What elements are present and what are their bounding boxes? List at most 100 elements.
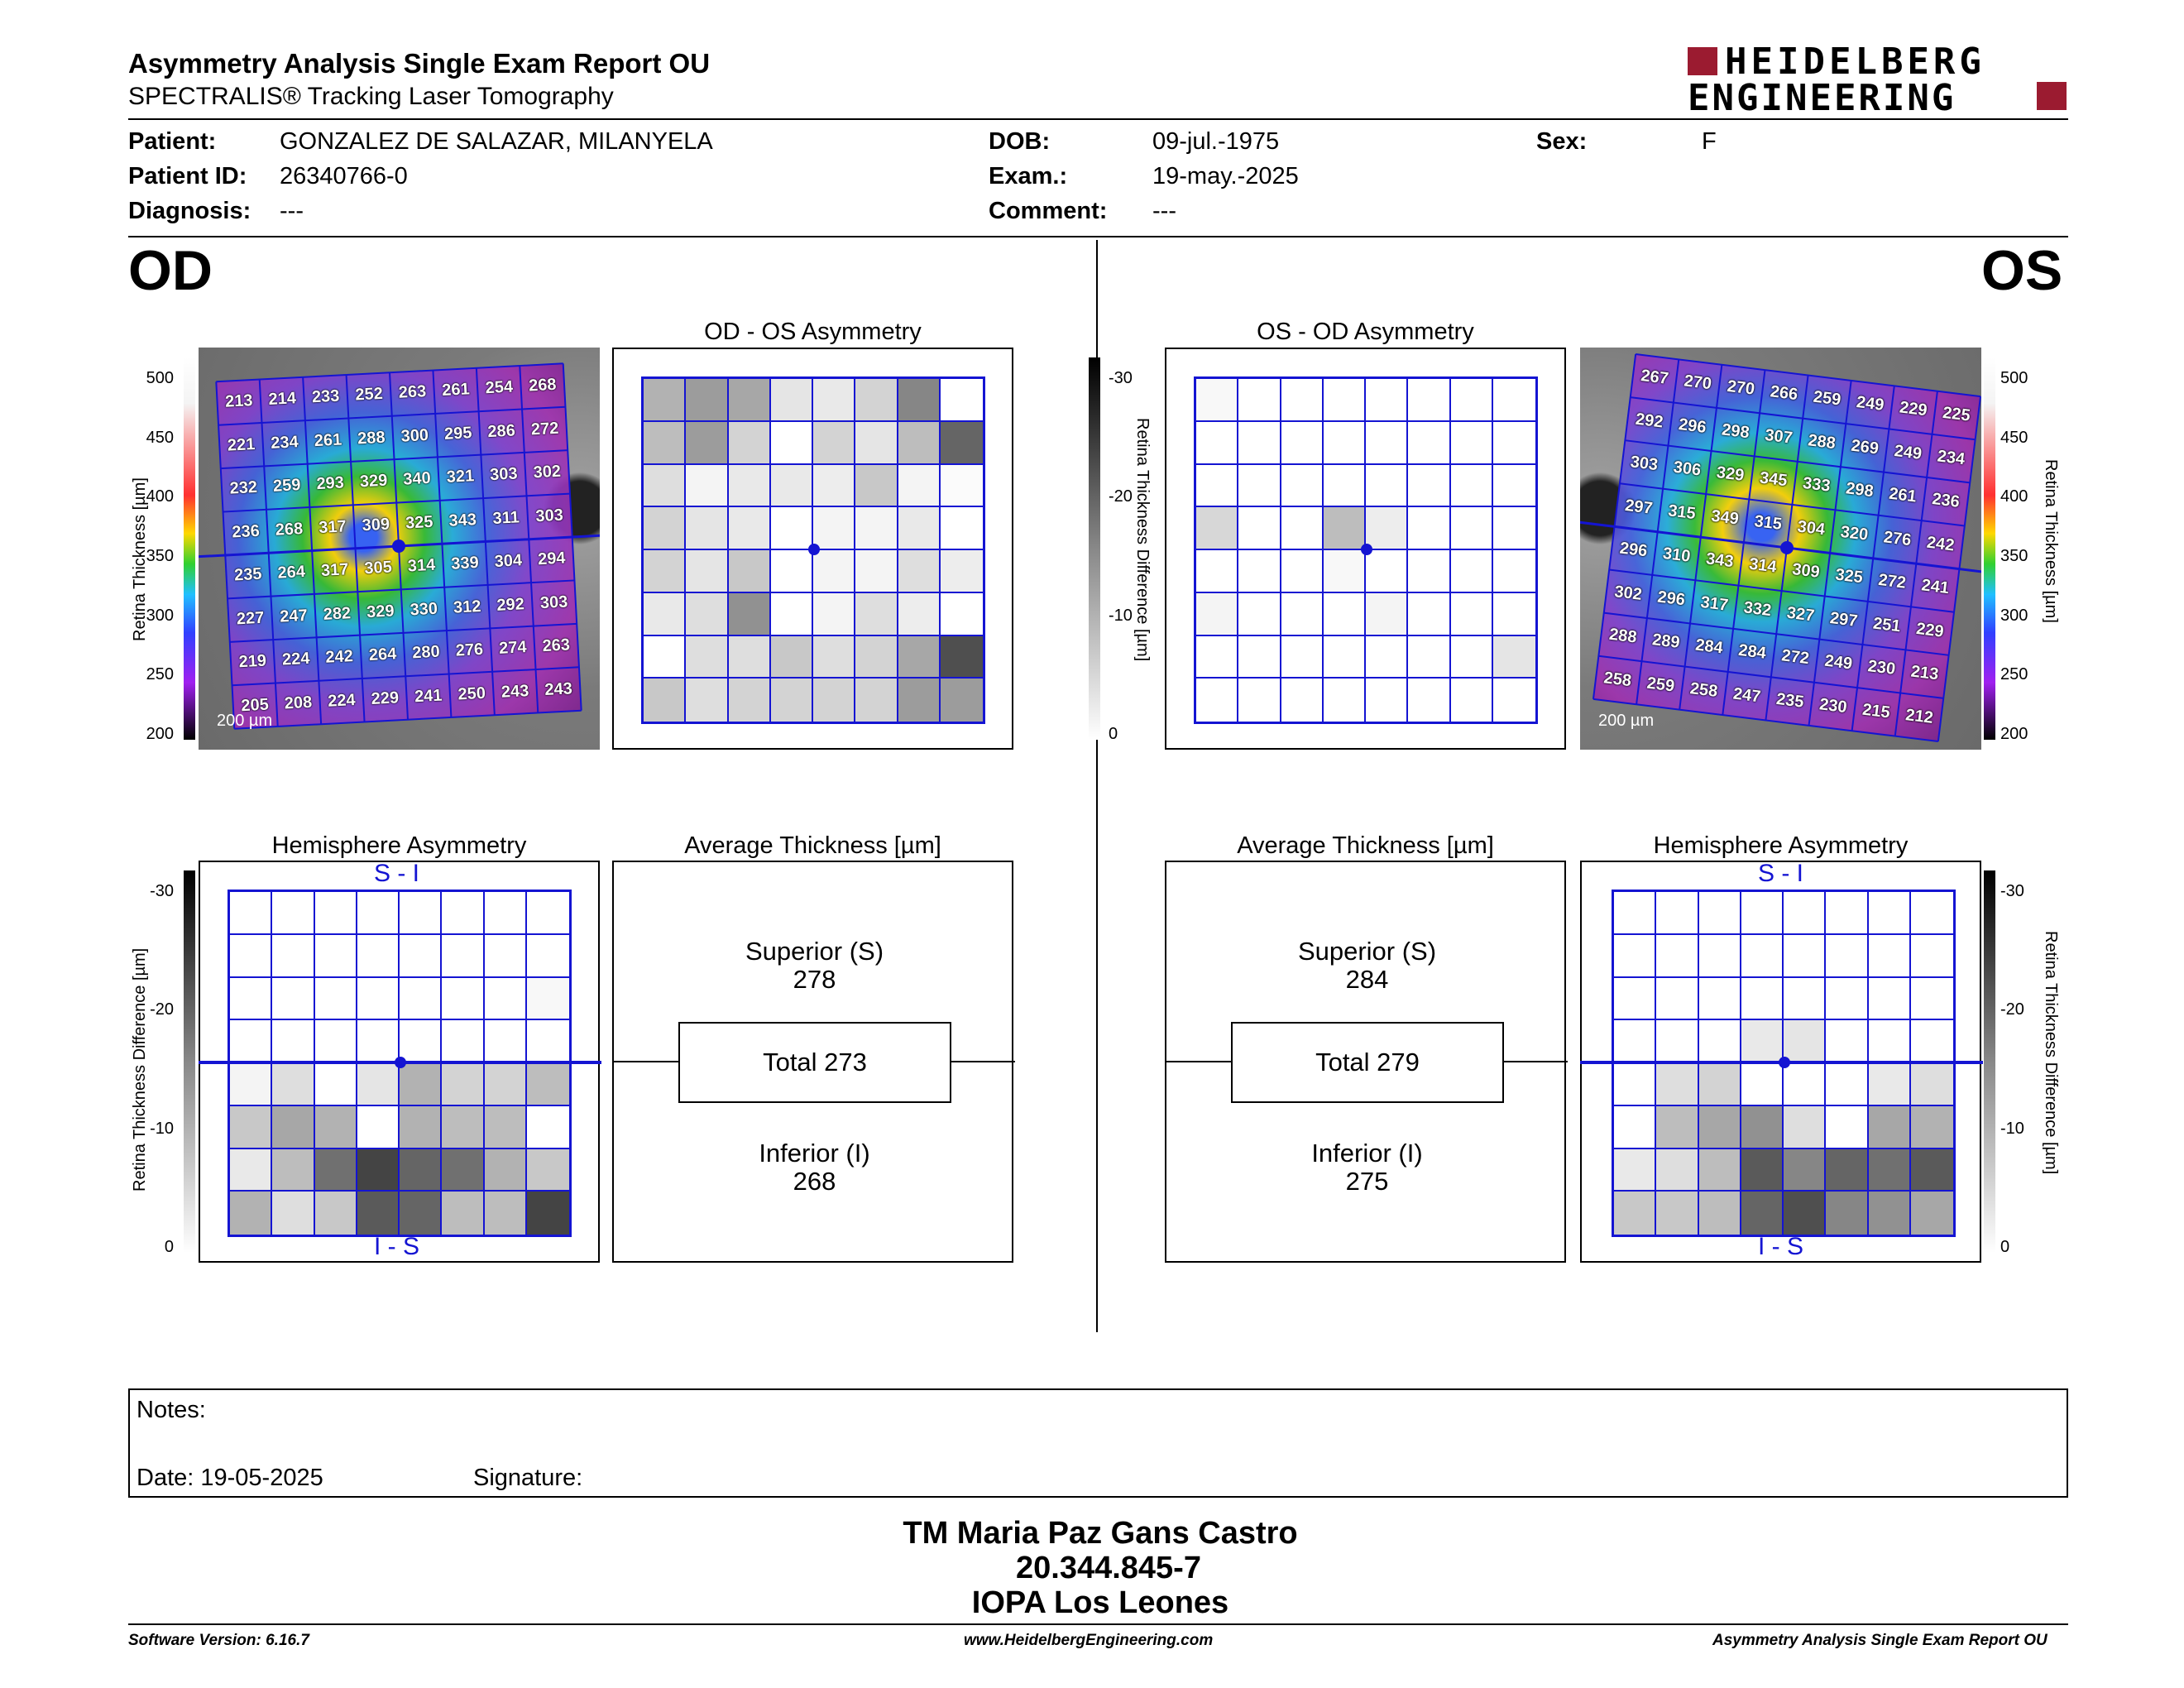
od-asym-cell bbox=[686, 379, 729, 422]
od-inferior-label: Inferior (I) bbox=[759, 1139, 870, 1168]
od-avg-panel: Superior (S) 278 Total 273 Inferior (I) … bbox=[612, 861, 1015, 1263]
od-asym-cell bbox=[940, 635, 983, 679]
os-asym-cell bbox=[1281, 635, 1324, 679]
od-tmap-value: 303 bbox=[489, 464, 519, 485]
os-hemi-cell bbox=[1910, 1192, 1953, 1235]
logo-square-top bbox=[1688, 47, 1717, 75]
od-hemi-axis-label: Retina Thickness Difference [µm] bbox=[131, 947, 149, 1192]
os-hemi-diff-tick: -30 bbox=[2000, 882, 2024, 900]
os-thickness-tick: 350 bbox=[2000, 547, 2028, 565]
os-asym-cell bbox=[1450, 507, 1493, 550]
os-hemi-cell bbox=[1826, 1063, 1869, 1106]
od-hemi-cell bbox=[442, 1192, 485, 1235]
os-tmap-hline bbox=[1592, 698, 1938, 743]
os-tmap-hline bbox=[1636, 352, 1981, 398]
od-tmap-value: 243 bbox=[500, 681, 529, 702]
od-hemi-cell bbox=[314, 1020, 357, 1063]
od-tmap-value: 309 bbox=[362, 515, 390, 535]
od-hemi-panel: S - I I - S bbox=[199, 860, 601, 1263]
os-asym-cell bbox=[1281, 507, 1324, 550]
od-hemi-cell bbox=[400, 934, 443, 978]
os-asym-cell bbox=[1323, 507, 1366, 550]
dob-label: DOB: bbox=[989, 128, 1051, 155]
od-tmap-fovea bbox=[392, 539, 405, 553]
od-hemi-cell bbox=[484, 892, 527, 935]
os-asym-cell bbox=[1492, 464, 1535, 508]
footer-url[interactable]: www.HeidelbergEngineering.com bbox=[964, 1632, 1214, 1649]
os-thickness-tick: 300 bbox=[2000, 606, 2028, 625]
os-hemi-cell bbox=[1826, 1105, 1869, 1149]
od-tmap-value: 321 bbox=[446, 467, 475, 487]
od-hemi-cell bbox=[526, 892, 569, 935]
os-hemi-grid bbox=[1612, 890, 1956, 1237]
os-asym-cell bbox=[1238, 679, 1281, 722]
od-asym-cell bbox=[813, 507, 856, 550]
os-hemi-cell bbox=[1868, 1192, 1911, 1235]
od-hemi-title: Hemisphere Asymmetry bbox=[271, 832, 527, 859]
od-tmap-value: 293 bbox=[315, 473, 345, 494]
os-asym-cell bbox=[1408, 550, 1451, 593]
od-hemi-cell bbox=[400, 1063, 443, 1106]
patient-name: GONZALEZ DE SALAZAR, MILANYELA bbox=[280, 128, 713, 155]
mid-diff-tick: 0 bbox=[1109, 725, 1118, 743]
od-asym-cell bbox=[855, 550, 898, 593]
os-asym-cell bbox=[1323, 679, 1366, 722]
os-hemi-diff-tick: 0 bbox=[2000, 1238, 2010, 1256]
os-hemi-cell bbox=[1741, 1149, 1784, 1192]
od-hemi-cell bbox=[484, 1149, 527, 1192]
os-asym-cell bbox=[1281, 421, 1324, 465]
od-asym-cell bbox=[770, 550, 813, 593]
os-hemi-cell bbox=[1614, 977, 1657, 1021]
od-asym-cell bbox=[770, 507, 813, 550]
od-hemi-cell bbox=[484, 977, 527, 1021]
os-asym-cell bbox=[1323, 592, 1366, 636]
od-tmap-value: 343 bbox=[448, 510, 477, 530]
os-hemi-cell bbox=[1910, 1105, 1953, 1149]
os-scale-bar: 200 µm bbox=[1598, 712, 1655, 730]
os-is-label: I - S bbox=[1758, 1233, 1804, 1260]
os-tmap-gridlines bbox=[1580, 352, 1981, 743]
od-asym-cell bbox=[855, 635, 898, 679]
os-asym-cell bbox=[1366, 550, 1409, 593]
od-tmap-value: 227 bbox=[236, 608, 265, 629]
notes-box[interactable]: Notes: Date: 19-05-2025 Signature: bbox=[128, 1388, 2068, 1498]
od-tmap-hline bbox=[232, 666, 580, 687]
os-tmap-hline bbox=[1598, 655, 1944, 699]
os-asym-fovea bbox=[1361, 544, 1372, 555]
os-hemi-cell bbox=[1910, 934, 1953, 978]
os-asym-cell bbox=[1323, 635, 1366, 679]
od-hemi-cell bbox=[230, 1063, 273, 1106]
od-hemi-cell bbox=[484, 1192, 527, 1235]
od-hemi-cell bbox=[272, 1020, 315, 1063]
signoff-clinic: IOPA Los Leones bbox=[971, 1585, 1229, 1620]
signoff-id: 20.344.845-7 bbox=[1016, 1551, 1201, 1585]
os-hemi-cell bbox=[1784, 1192, 1827, 1235]
os-asym-cell bbox=[1450, 635, 1493, 679]
od-hemi-cell bbox=[357, 1105, 400, 1149]
os-asym-cell bbox=[1281, 464, 1324, 508]
os-hemi-cell bbox=[1784, 934, 1827, 978]
exam-label: Exam.: bbox=[989, 163, 1068, 189]
od-tmap-value: 288 bbox=[357, 428, 386, 448]
od-asym-cell bbox=[644, 507, 687, 550]
od-hemi-cell bbox=[272, 892, 315, 935]
os-asym-cell bbox=[1366, 379, 1409, 422]
sex-value: F bbox=[1702, 128, 1717, 155]
os-hemi-cell bbox=[1698, 892, 1741, 935]
os-thickness-tick: 450 bbox=[2000, 428, 2028, 447]
logo-square-bottom bbox=[2037, 82, 2067, 110]
os-tmap-hline bbox=[1609, 568, 1955, 613]
mid-diff-axis-label: Retina Thickness Difference [µm] bbox=[1133, 418, 1152, 662]
os-hemi-cell bbox=[1614, 1105, 1657, 1149]
od-asym-cell bbox=[644, 635, 687, 679]
od-tmap-value: 233 bbox=[311, 386, 340, 407]
os-asym-cell bbox=[1492, 379, 1535, 422]
od-asym-cell bbox=[898, 679, 941, 722]
od-asym-cell bbox=[813, 550, 856, 593]
od-tmap-value: 264 bbox=[368, 645, 397, 665]
patient-id: 26340766-0 bbox=[280, 163, 408, 189]
od-asym-cell bbox=[728, 507, 771, 550]
od-tmap-value: 304 bbox=[494, 551, 523, 572]
od-asym-cell bbox=[898, 421, 941, 465]
od-hemi-cell bbox=[230, 1020, 273, 1063]
